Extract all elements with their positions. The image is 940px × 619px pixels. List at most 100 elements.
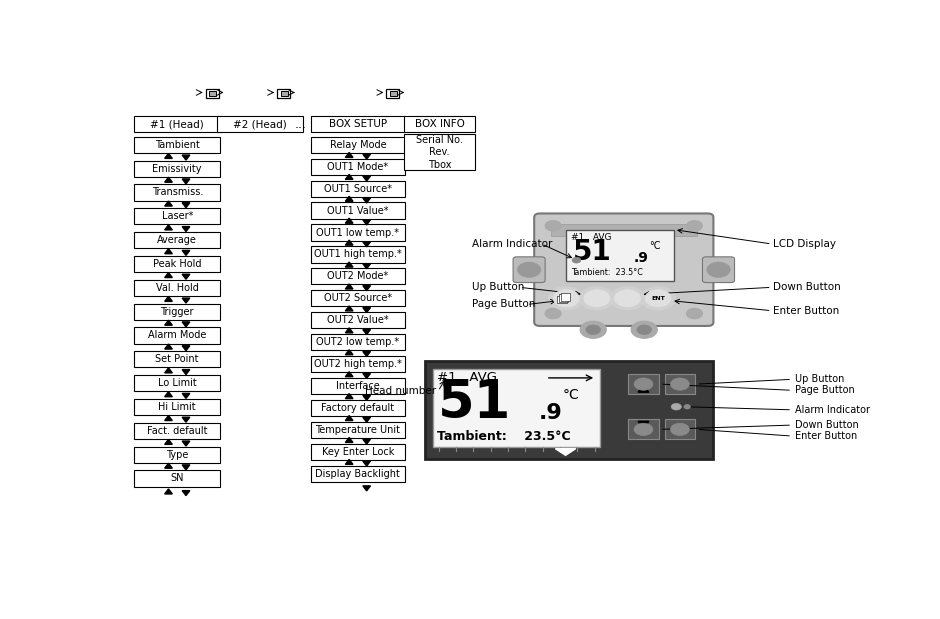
FancyBboxPatch shape bbox=[665, 374, 696, 394]
Polygon shape bbox=[345, 196, 353, 201]
Circle shape bbox=[572, 258, 581, 263]
Circle shape bbox=[634, 378, 653, 391]
Polygon shape bbox=[363, 308, 370, 313]
Circle shape bbox=[579, 287, 615, 310]
Polygon shape bbox=[363, 176, 370, 181]
FancyBboxPatch shape bbox=[134, 160, 220, 177]
Polygon shape bbox=[182, 346, 190, 351]
Polygon shape bbox=[164, 463, 172, 468]
Polygon shape bbox=[363, 396, 370, 400]
Circle shape bbox=[553, 290, 579, 307]
Text: Page Button: Page Button bbox=[795, 385, 854, 396]
FancyBboxPatch shape bbox=[206, 89, 219, 98]
Text: Alarm Mode: Alarm Mode bbox=[148, 331, 207, 340]
Polygon shape bbox=[363, 242, 370, 247]
Circle shape bbox=[640, 287, 676, 310]
FancyBboxPatch shape bbox=[310, 268, 405, 285]
Polygon shape bbox=[345, 415, 353, 420]
FancyBboxPatch shape bbox=[134, 303, 220, 320]
Text: OUT1 Value*: OUT1 Value* bbox=[327, 206, 388, 215]
Polygon shape bbox=[363, 264, 370, 269]
Circle shape bbox=[615, 290, 640, 307]
Text: ENT: ENT bbox=[651, 296, 665, 301]
Polygon shape bbox=[345, 328, 353, 333]
FancyBboxPatch shape bbox=[310, 225, 405, 241]
Text: Up Button: Up Button bbox=[795, 374, 844, 384]
Text: Alarm Indicator: Alarm Indicator bbox=[795, 405, 870, 415]
FancyBboxPatch shape bbox=[134, 399, 220, 415]
Polygon shape bbox=[164, 249, 172, 254]
FancyBboxPatch shape bbox=[425, 361, 713, 459]
FancyBboxPatch shape bbox=[310, 202, 405, 219]
Text: Key Enter Lock: Key Enter Lock bbox=[321, 447, 394, 457]
Text: Lo Limit: Lo Limit bbox=[158, 378, 196, 388]
Text: #1   AVG: #1 AVG bbox=[571, 233, 611, 242]
Polygon shape bbox=[182, 179, 190, 184]
Text: Enter Button: Enter Button bbox=[773, 306, 839, 316]
Text: OUT1 Source*: OUT1 Source* bbox=[324, 184, 392, 194]
Polygon shape bbox=[164, 297, 172, 301]
Text: BOX SETUP: BOX SETUP bbox=[329, 119, 387, 129]
FancyBboxPatch shape bbox=[134, 446, 220, 463]
Polygon shape bbox=[345, 438, 353, 443]
Text: Alarm Indicator: Alarm Indicator bbox=[472, 239, 553, 249]
Text: °C: °C bbox=[650, 241, 661, 251]
Polygon shape bbox=[164, 154, 172, 158]
FancyBboxPatch shape bbox=[310, 137, 405, 153]
Polygon shape bbox=[182, 227, 190, 232]
Polygon shape bbox=[638, 385, 649, 392]
Polygon shape bbox=[164, 320, 172, 325]
Polygon shape bbox=[363, 417, 370, 422]
Circle shape bbox=[686, 220, 702, 231]
Text: Set Point: Set Point bbox=[155, 354, 199, 365]
FancyBboxPatch shape bbox=[390, 92, 397, 96]
Circle shape bbox=[637, 325, 651, 334]
FancyBboxPatch shape bbox=[566, 230, 674, 281]
Text: #1   AVG: #1 AVG bbox=[437, 371, 497, 384]
FancyBboxPatch shape bbox=[559, 295, 569, 302]
Circle shape bbox=[670, 378, 689, 391]
Polygon shape bbox=[345, 152, 353, 157]
FancyBboxPatch shape bbox=[310, 116, 405, 132]
FancyBboxPatch shape bbox=[628, 419, 659, 439]
Text: Type: Type bbox=[166, 449, 188, 460]
FancyBboxPatch shape bbox=[513, 257, 545, 282]
Text: Head number: Head number bbox=[366, 386, 436, 396]
FancyBboxPatch shape bbox=[551, 225, 697, 236]
FancyBboxPatch shape bbox=[277, 89, 290, 98]
Text: #2 (Head): #2 (Head) bbox=[233, 119, 287, 129]
FancyBboxPatch shape bbox=[310, 465, 405, 482]
Circle shape bbox=[586, 325, 601, 334]
FancyBboxPatch shape bbox=[310, 378, 405, 394]
Polygon shape bbox=[164, 392, 172, 397]
Polygon shape bbox=[182, 251, 190, 256]
Circle shape bbox=[631, 321, 657, 339]
Text: Factory default: Factory default bbox=[321, 403, 395, 413]
Text: BOX INFO: BOX INFO bbox=[415, 119, 464, 129]
Text: Average: Average bbox=[157, 235, 197, 245]
Polygon shape bbox=[182, 298, 190, 303]
Polygon shape bbox=[182, 394, 190, 399]
FancyBboxPatch shape bbox=[702, 257, 734, 282]
Text: Enter Button: Enter Button bbox=[795, 431, 857, 441]
Text: LCD Display: LCD Display bbox=[773, 239, 837, 249]
Text: Transmiss.: Transmiss. bbox=[151, 188, 203, 197]
FancyBboxPatch shape bbox=[134, 232, 220, 248]
Circle shape bbox=[671, 404, 682, 410]
Polygon shape bbox=[345, 262, 353, 267]
Polygon shape bbox=[345, 459, 353, 464]
Text: Tambient:    23.5°C: Tambient: 23.5°C bbox=[437, 430, 571, 443]
Polygon shape bbox=[363, 220, 370, 225]
Circle shape bbox=[684, 405, 690, 409]
FancyBboxPatch shape bbox=[134, 351, 220, 368]
Polygon shape bbox=[182, 441, 190, 446]
Polygon shape bbox=[363, 154, 370, 159]
FancyBboxPatch shape bbox=[310, 181, 405, 197]
Polygon shape bbox=[164, 272, 172, 277]
Text: OUT2 low temp.*: OUT2 low temp.* bbox=[317, 337, 400, 347]
Polygon shape bbox=[345, 350, 353, 355]
FancyBboxPatch shape bbox=[310, 444, 405, 460]
Polygon shape bbox=[182, 155, 190, 160]
Polygon shape bbox=[363, 329, 370, 334]
FancyBboxPatch shape bbox=[310, 290, 405, 306]
